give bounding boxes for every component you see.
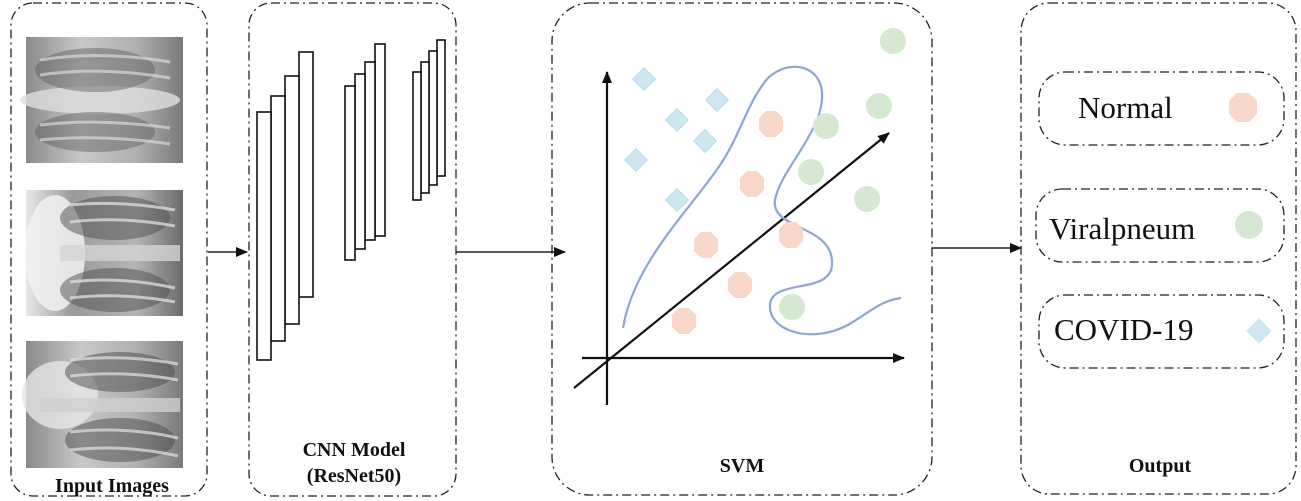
- chest-xray-image: [25, 190, 183, 316]
- cnn-layer-icon: [420, 61, 430, 194]
- output-label-covid-19: COVID-19: [1054, 312, 1194, 347]
- output-panel: Normal Viralpneum COVID-19 Output: [1020, 2, 1297, 495]
- covid-19-marker-icon: [1246, 318, 1272, 344]
- cnn-layer-icon: [436, 39, 446, 177]
- cnn-layer-icon: [374, 43, 386, 237]
- svm-caption: SVM: [720, 455, 765, 477]
- cnn-model-box: [248, 2, 457, 497]
- output-class-normal: Normal: [1038, 71, 1285, 146]
- cnn-layer-icon: [412, 71, 422, 201]
- cnn-layer-icon: [344, 85, 356, 261]
- chest-xray-image: [22, 341, 183, 468]
- cnn-layer-icon: [354, 73, 366, 250]
- input-images-caption: Input Images: [55, 475, 169, 497]
- input-images-box: [10, 2, 208, 497]
- viralpneum-marker-icon: [1235, 211, 1263, 239]
- cnn-layer-icon: [284, 75, 300, 325]
- cnn-layer-icon: [428, 50, 438, 186]
- output-label-normal: Normal: [1078, 90, 1173, 125]
- cnn-model-panel: CNN Model (ResNet50): [248, 2, 457, 497]
- cnn-caption-line2: (ResNet50): [307, 465, 401, 487]
- normal-marker: [672, 111, 803, 334]
- svm-panel: SVM: [551, 2, 933, 496]
- normal-marker-icon: [1229, 93, 1257, 122]
- svm-decision-boundary: [621, 65, 902, 336]
- output-box: [1020, 2, 1297, 495]
- svm-box: [551, 2, 933, 496]
- cnn-caption-line1: CNN Model: [303, 439, 406, 461]
- chest-xray-image: [20, 37, 183, 163]
- input-images-panel: Input Images: [10, 2, 208, 497]
- covid-19-marker: [623, 66, 730, 213]
- linear-separator: [573, 132, 890, 389]
- output-class-viralpneum: Viralpneum: [1035, 188, 1285, 263]
- output-class-covid-19: COVID-19: [1038, 294, 1285, 369]
- cnn-layer-icon: [298, 51, 314, 298]
- cnn-layer-icon: [256, 111, 272, 361]
- cnn-layer-icon: [364, 61, 376, 241]
- cnn-layer-icon: [270, 95, 286, 342]
- viralpneum-marker: [779, 28, 906, 320]
- output-caption: Output: [1129, 455, 1192, 477]
- output-label-viralpneum: Viralpneum: [1049, 211, 1195, 246]
